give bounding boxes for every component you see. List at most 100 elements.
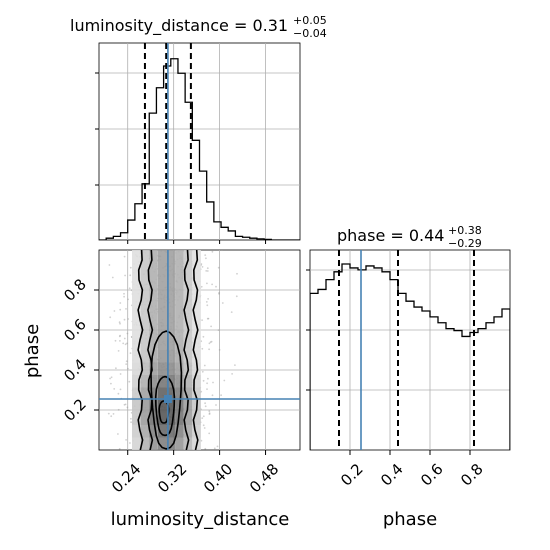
density-2d-bin [149,287,158,300]
density-2d-point [119,373,122,375]
density-2d-point [112,413,115,415]
density-2d-point [217,329,220,331]
density-2d-point [202,415,205,418]
density-2d-point [210,325,213,328]
density-2d-point [201,266,204,268]
density-2d-bin [157,325,167,338]
hist-ph-xtick-label-3: 0.8 [457,460,487,490]
density-2d-bin [140,312,150,325]
density-2d-point [202,424,205,427]
density-2d-point [205,301,208,303]
density-2d-bin [132,375,141,388]
density-2d-point [200,439,203,442]
density-2d-point [119,322,121,325]
hist-ph-grid [310,250,510,450]
hist-luminosity-distance-panel: luminosity_distance = 0.31 +0.05 −0.04 [70,14,327,244]
density-2d-bin [140,387,150,400]
density-2d-bin [132,312,141,325]
density-2d-point [200,263,203,265]
density-2d-point [208,413,211,415]
density-2d-bin [166,412,176,425]
density-2d-point [127,318,130,320]
xlabel-luminosity-distance: luminosity_distance [111,509,290,530]
density-2d-point [108,264,111,266]
density-2d-contour-inner-1 [150,330,183,450]
density-2d-point [206,382,209,385]
density-2d-point [221,250,223,252]
density-2d-point [118,335,121,338]
density-2d-point [207,298,210,300]
density-2d-bin [140,300,150,313]
density-2d-point [234,364,236,366]
density-2d-point [130,421,133,424]
title-ld-plus: +0.05 [293,14,327,27]
density-2d-point [115,367,117,370]
density-2d-bin [183,387,193,400]
density-2d-contour-mid-right [183,250,190,450]
density-2d-point [125,439,127,441]
density-2d-bin [175,425,184,438]
density-2d-bin [166,400,176,413]
density-2d-point [235,295,238,298]
density-2d-bin [157,350,167,363]
density-2d-point [217,266,220,269]
hist-ph-xtick-label-2: 0.6 [417,460,447,490]
density-2d-xtick-label-2: 0.40 [200,460,236,496]
density-2d-point [208,432,211,435]
hist-ph-bars [310,263,510,450]
density-2d-body [99,250,300,450]
density-2d-bin [166,287,176,300]
density-2d-bin [140,262,150,275]
density-2d-point [201,319,204,321]
density-2d-bin [166,362,176,375]
density-2d-point [119,302,122,304]
density-2d-point [110,382,112,385]
density-2d-bin [175,312,184,325]
density-2d-point [204,405,207,408]
ylabel-phase: phase [22,324,43,378]
density-2d-point [206,388,208,390]
density-2d-bin [149,300,158,313]
density-2d-bin [132,362,141,375]
density-2d-point [114,339,117,342]
density-2d-bin [132,325,141,338]
density-2d-point [206,317,209,320]
density-2d-bin [157,437,167,450]
title-ld-minus: −0.04 [293,27,327,40]
density-2d-bin [132,300,141,313]
density-2d-point [201,417,204,419]
density-2d-point [218,349,221,351]
density-2d-point [113,310,116,312]
density-2d-point [109,377,111,380]
hist-phase-panel: 0.2 0.4 0.6 0.8 phase = 0.44 +0.38 −0.29 [306,224,511,490]
density-2d-bin [192,275,201,288]
density-2d-bin [140,250,150,263]
density-2d-panel: 0.24 0.32 0.40 0.48 0.2 0.4 0.6 0.8 [60,249,301,496]
density-2d-bin [140,325,150,338]
density-2d-bin [192,325,201,338]
density-2d-point [204,447,207,450]
density-2d-point [206,270,209,272]
density-2d-bin [183,337,193,350]
density-2d-bin [192,312,201,325]
density-2d-bin [140,337,150,350]
hist-ld-grid [99,43,300,240]
density-2d-bin [149,387,158,400]
density-2d-bin [140,425,150,438]
density-2d-point [220,394,223,397]
density-2d-bin [157,262,167,275]
density-2d-bin [132,437,141,450]
density-2d-bin [132,412,141,425]
density-2d-bin [166,337,176,350]
density-2d-point [231,373,234,375]
density-2d-bin [166,262,176,275]
density-2d-point [216,445,219,448]
density-2d-bin [175,250,184,263]
density-2d-bin [166,325,176,338]
density-2d-point [110,415,113,418]
density-2d-xtick-label-0: 0.24 [108,460,144,496]
density-2d-bin [132,275,141,288]
density-2d-point [200,285,203,288]
density-2d-ytick-label-3: 0.8 [60,275,90,305]
density-2d-bin [192,425,201,438]
